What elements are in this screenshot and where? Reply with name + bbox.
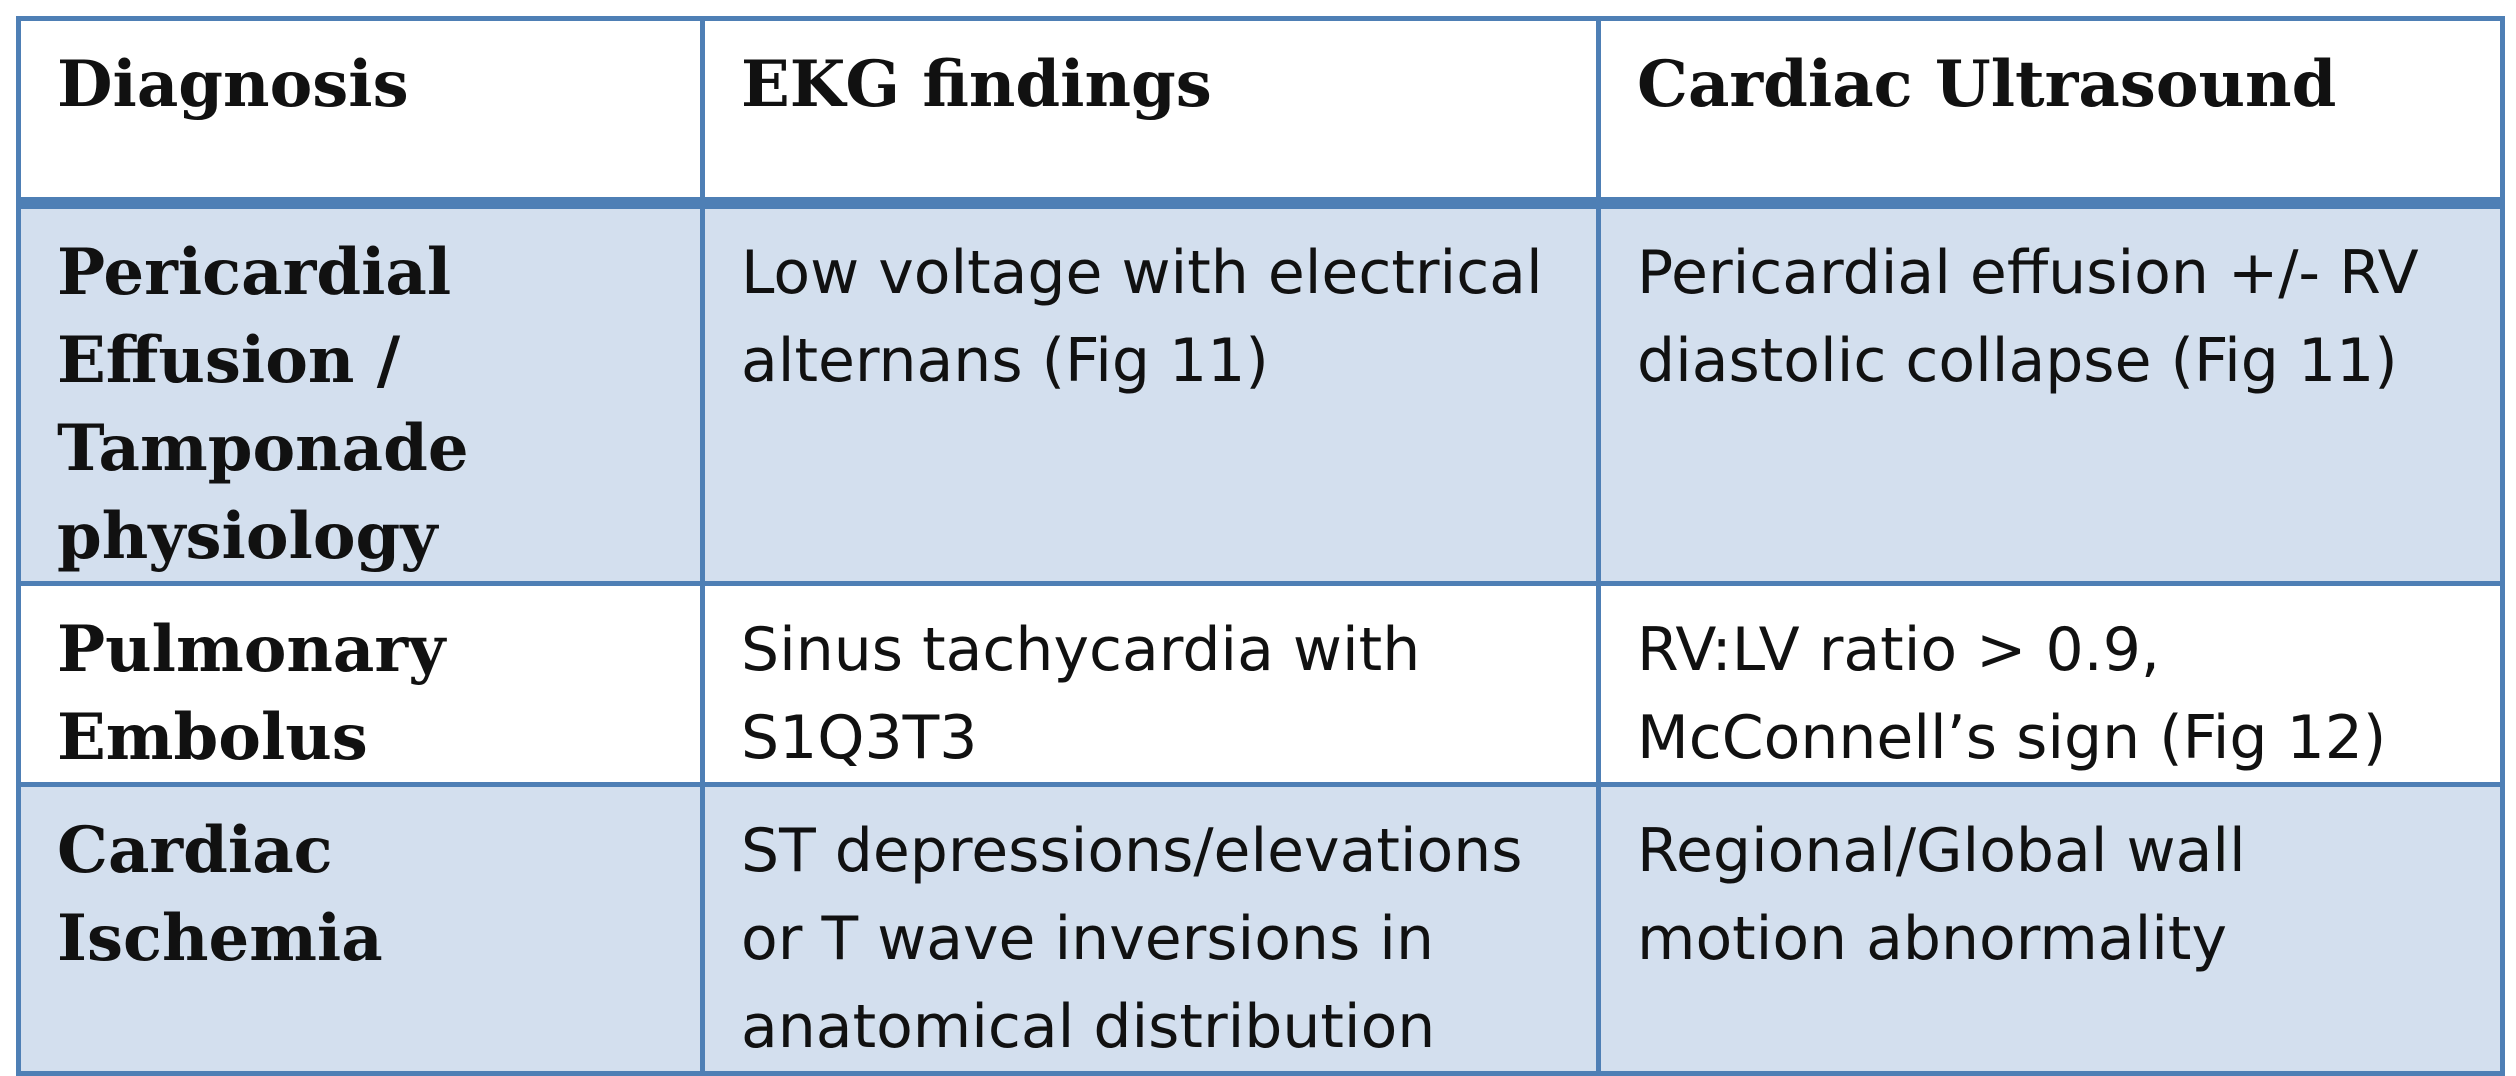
- table-row: Pericardial Effusion / Tamponade physiol…: [16, 200, 2505, 586]
- header-cell-ultrasound: Cardiac Ultrasound: [1596, 16, 2505, 209]
- ekg-text: Low voltage with electrical alternans (F…: [741, 237, 1543, 396]
- header-ekg-label: EKG findings: [741, 47, 1212, 122]
- diagnosis-text: Cardiac Ischemia: [57, 812, 383, 976]
- diagnosis-comparison-table: Diagnosis EKG findings Cardiac Ultrasoun…: [16, 16, 2505, 1076]
- ultrasound-text: Pericardial effusion +/- RV diastolic co…: [1637, 237, 2419, 396]
- ekg-cell: Sinus tachycardia with S1Q3T3: [700, 580, 1601, 787]
- ultrasound-text: Regional/Global wall motion abnormality: [1637, 815, 2246, 974]
- ultrasound-cell: Pericardial effusion +/- RV diastolic co…: [1596, 200, 2505, 586]
- ultrasound-cell: Regional/Global wall motion abnormality: [1596, 781, 2505, 1076]
- ekg-cell: ST depressions/elevations or T wave inve…: [700, 781, 1601, 1076]
- header-diagnosis-label: Diagnosis: [57, 47, 409, 122]
- diagnosis-cell: Cardiac Ischemia: [16, 781, 705, 1076]
- header-cell-diagnosis: Diagnosis: [16, 16, 705, 209]
- table-row: Pulmonary Embolus Sinus tachycardia with…: [16, 580, 2505, 787]
- diagnosis-cell: Pulmonary Embolus: [16, 580, 705, 787]
- ekg-cell: Low voltage with electrical alternans (F…: [700, 200, 1601, 586]
- ekg-text: Sinus tachycardia with S1Q3T3: [741, 614, 1421, 773]
- table-row: Cardiac Ischemia ST depressions/elevatio…: [16, 781, 2505, 1076]
- ultrasound-text: RV:LV ratio > 0.9, McConnell’s sign (Fig…: [1637, 614, 2387, 773]
- header-cell-ekg: EKG findings: [700, 16, 1601, 209]
- header-ultrasound-label: Cardiac Ultrasound: [1637, 47, 2337, 122]
- comparison-table-container: Diagnosis EKG findings Cardiac Ultrasoun…: [16, 16, 2505, 1076]
- diagnosis-cell: Pericardial Effusion / Tamponade physiol…: [16, 200, 705, 586]
- ultrasound-cell: RV:LV ratio > 0.9, McConnell’s sign (Fig…: [1596, 580, 2505, 787]
- diagnosis-text: Pulmonary Embolus: [57, 611, 446, 775]
- diagnosis-text: Pericardial Effusion / Tamponade physiol…: [57, 234, 469, 574]
- ekg-text: ST depressions/elevations or T wave inve…: [741, 815, 1523, 1062]
- table-header-row: Diagnosis EKG findings Cardiac Ultrasoun…: [16, 16, 2505, 209]
